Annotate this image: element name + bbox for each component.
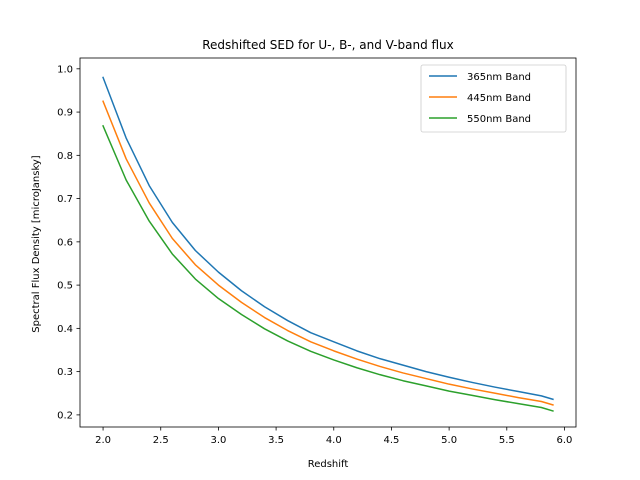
plot-area: 2.0 2.5 3.0 3.5 4.0 4.5 5.0 5.5 6.0 0.2 0.3 0.4 0.5 0… xyxy=(57,57,577,446)
x-tick-label: 3.0 xyxy=(210,435,226,446)
x-tick-label: 3.5 xyxy=(268,435,284,446)
series-line-1 xyxy=(102,76,554,401)
y-axis-label: Spectral Flux Density [microJansky] xyxy=(31,155,42,333)
y-tick-label: 0.7 xyxy=(57,194,73,205)
legend-box xyxy=(420,64,567,133)
axes-frame xyxy=(79,57,577,428)
series-line-3 xyxy=(102,124,554,412)
y-tick-label: 0.5 xyxy=(57,281,73,292)
y-tick-label: 0.9 xyxy=(57,108,73,119)
x-tick-label: 4.0 xyxy=(326,435,342,446)
series-line-2 xyxy=(102,100,554,406)
y-tick-label: 0.6 xyxy=(57,237,73,248)
y-tick-label: 0.2 xyxy=(57,410,73,421)
x-tick-label: 2.0 xyxy=(95,435,111,446)
y-tick-label: 0.3 xyxy=(57,367,73,378)
legend-label-3: 550nm Band xyxy=(467,114,531,125)
x-tick-label: 5.0 xyxy=(441,435,457,446)
chart-title: Redshifted SED for U-, B-, and V-band fl… xyxy=(202,38,454,52)
legend: 365nm Band 445nm Band 550nm Band xyxy=(420,64,567,133)
y-tick-label: 0.4 xyxy=(57,324,73,335)
legend-label-2: 445nm Band xyxy=(467,93,531,104)
y-tick-label: 1.0 xyxy=(57,64,73,75)
y-tick-label: 0.8 xyxy=(57,151,73,162)
legend-label-1: 365nm Band xyxy=(467,72,531,83)
x-tick-label: 6.0 xyxy=(557,435,573,446)
x-tick-label: 5.5 xyxy=(499,435,515,446)
x-axis-label: Redshift xyxy=(308,459,349,470)
x-tick-label: 2.5 xyxy=(153,435,169,446)
x-tick-label: 4.5 xyxy=(383,435,399,446)
